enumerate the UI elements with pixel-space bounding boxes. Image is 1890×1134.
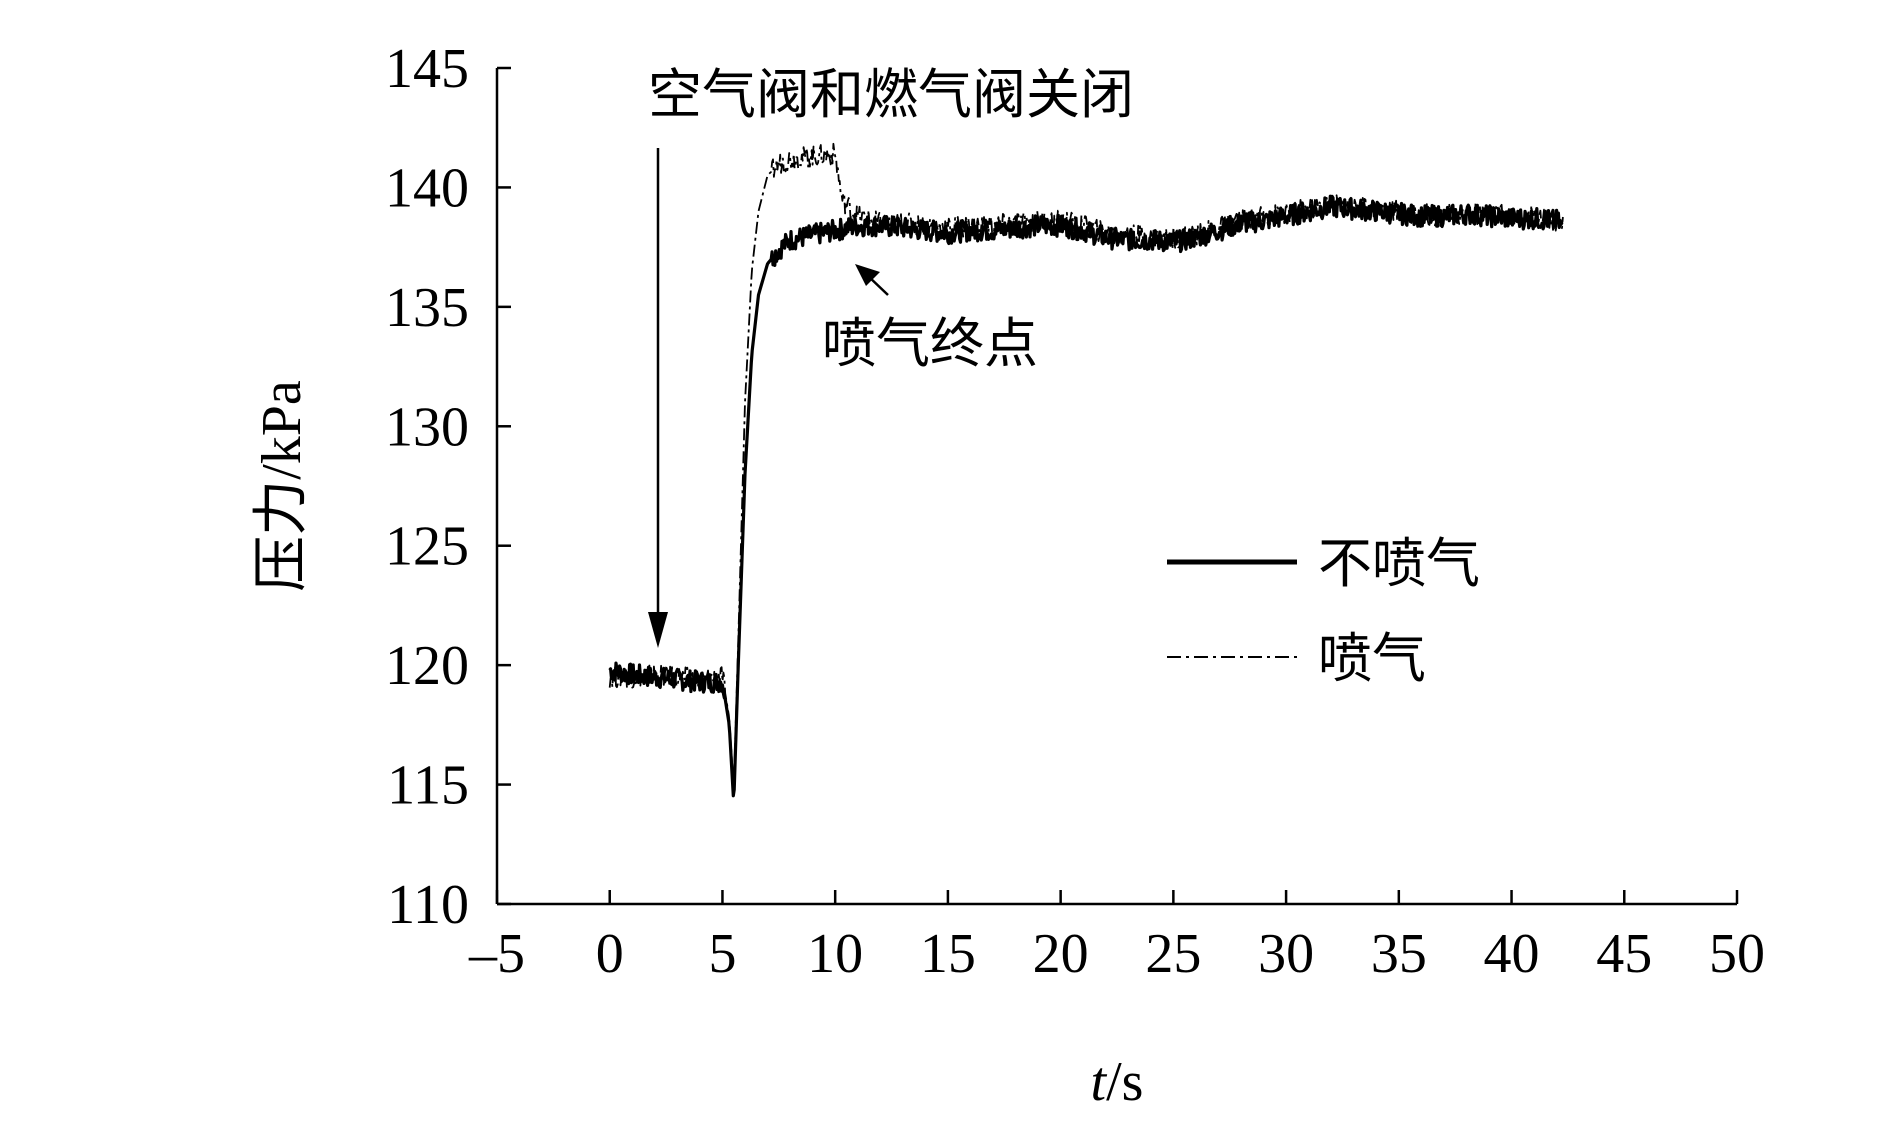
y-tick-label: 110 bbox=[387, 874, 469, 936]
x-tick-label: 15 bbox=[920, 923, 976, 985]
y-tick-label: 120 bbox=[385, 635, 469, 697]
x-tick-label: 30 bbox=[1258, 923, 1314, 985]
x-tick-label: 50 bbox=[1709, 923, 1765, 985]
x-tick-label: 10 bbox=[807, 923, 863, 985]
x-tick-label: 45 bbox=[1596, 923, 1652, 985]
series-layer bbox=[608, 142, 1564, 798]
y-axis-title: 压力/kPa bbox=[251, 380, 313, 592]
series-line-injection bbox=[608, 142, 1564, 784]
y-tick-label: 135 bbox=[385, 277, 469, 339]
x-tick-label: 40 bbox=[1484, 923, 1540, 985]
x-tick-label: 5 bbox=[708, 923, 736, 985]
legend-label-injection: 喷气 bbox=[1318, 627, 1426, 690]
y-tick-label: 115 bbox=[387, 755, 469, 817]
y-ticks: 110 115 120 125 130 135 140 145 bbox=[385, 38, 511, 936]
x-tick-label: 35 bbox=[1371, 923, 1427, 985]
y-tick-label: 145 bbox=[385, 38, 469, 100]
annotation-valves-closed: 空气阀和燃气阀关闭 bbox=[648, 63, 1134, 126]
series-line-no-injection bbox=[608, 194, 1564, 798]
arrow-valves-closed-head bbox=[648, 612, 668, 648]
arrow-injection-end-head bbox=[855, 264, 880, 286]
x-tick-label: –5 bbox=[468, 923, 525, 985]
x-tick-label: 25 bbox=[1145, 923, 1201, 985]
x-tick-label: 0 bbox=[596, 923, 624, 985]
y-tick-label: 130 bbox=[385, 396, 469, 458]
y-tick-label: 125 bbox=[385, 516, 469, 578]
annotation-injection-end: 喷气终点 bbox=[822, 312, 1038, 375]
x-tick-label: 20 bbox=[1033, 923, 1089, 985]
x-axis-title: t/s bbox=[1091, 1051, 1144, 1113]
legend: 不喷气 喷气 bbox=[1167, 532, 1480, 690]
legend-label-no-injection: 不喷气 bbox=[1318, 532, 1480, 595]
x-axis-title-unit: /s bbox=[1106, 1051, 1143, 1113]
x-ticks: –5 0 5 10 15 20 25 30 35 40 45 50 bbox=[468, 890, 1765, 985]
y-tick-label: 140 bbox=[385, 157, 469, 219]
axes bbox=[495, 68, 1737, 906]
x-axis-title-italic: t bbox=[1091, 1051, 1108, 1113]
